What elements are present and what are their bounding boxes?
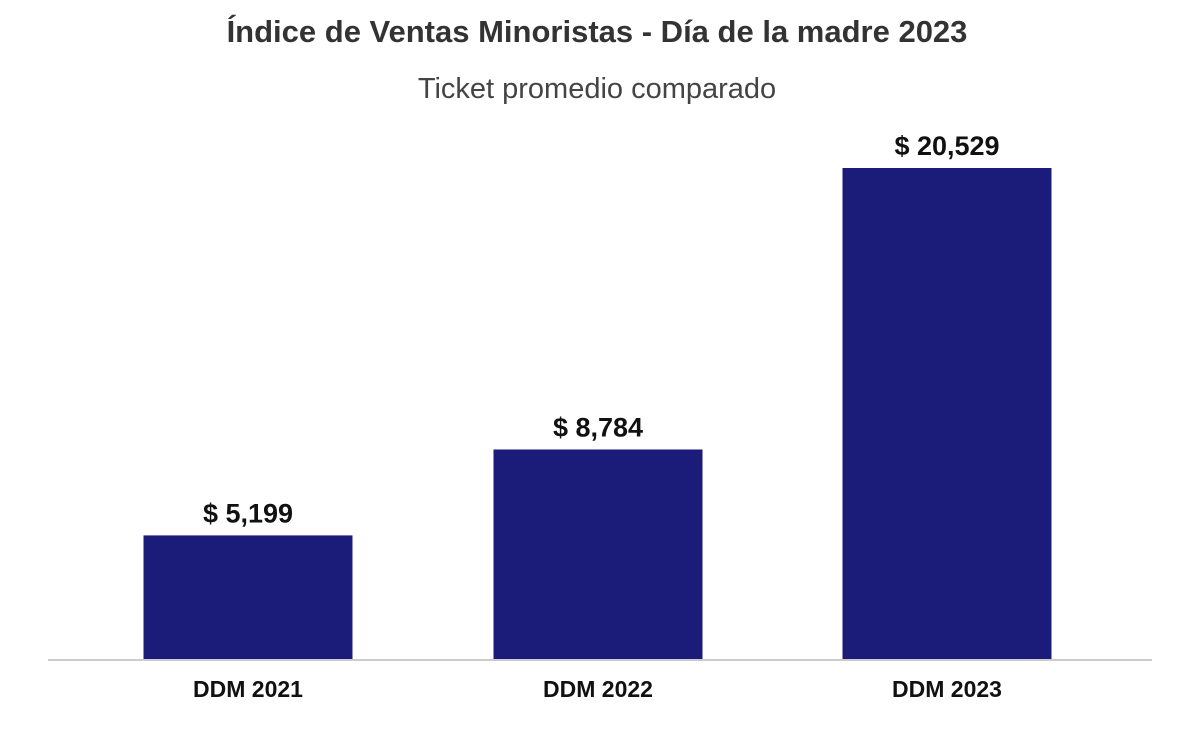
bars-layer [143,168,1052,660]
bar-value-label-1: $ 5,199 [203,498,293,528]
bar-3 [842,168,1052,660]
x-tick-label-3: DDM 2023 [892,676,1002,702]
bar-2 [493,449,703,660]
chart-title: Índice de Ventas Minoristas - Día de la … [227,14,968,49]
bar-value-label-3: $ 20,529 [894,131,999,161]
bar-value-label-2: $ 8,784 [553,412,643,442]
bar-1 [143,535,353,660]
labels-layer: $ 5,199 DDM 2021 $ 8,784 DDM 2022 $ 20,529 DD… [193,131,1002,702]
chart-subtitle: Ticket promedio comparado [418,73,776,105]
x-tick-label-1: DDM 2021 [193,676,303,702]
x-tick-label-2: DDM 2022 [543,676,653,702]
